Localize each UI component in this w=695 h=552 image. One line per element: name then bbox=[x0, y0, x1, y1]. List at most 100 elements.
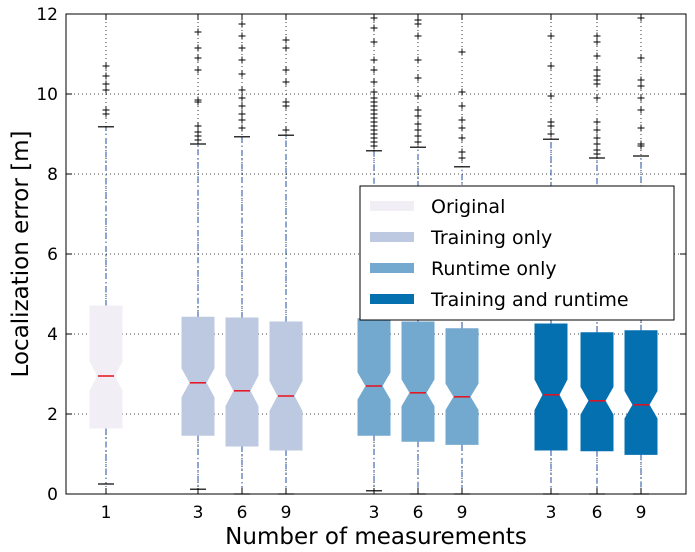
x-axis-label: Number of measurements bbox=[225, 524, 527, 550]
outlier-marker bbox=[414, 132, 422, 140]
outlier-marker bbox=[458, 124, 466, 132]
box bbox=[225, 317, 259, 447]
y-tick-label: 0 bbox=[47, 485, 58, 505]
legend: Original Training only Runtime only Trainin… bbox=[359, 185, 675, 321]
outlier-marker bbox=[414, 112, 422, 120]
outliers bbox=[102, 14, 645, 162]
outlier-marker bbox=[238, 102, 246, 110]
outlier-marker bbox=[458, 88, 466, 96]
y-tick-label: 8 bbox=[47, 165, 58, 185]
outlier-marker bbox=[458, 148, 466, 156]
x-tick-label: 3 bbox=[369, 503, 380, 523]
y-tick-label: 6 bbox=[47, 245, 58, 265]
outlier-marker bbox=[370, 66, 378, 74]
outlier-marker bbox=[238, 20, 246, 28]
outlier-marker bbox=[238, 44, 246, 52]
outlier-marker bbox=[458, 116, 466, 124]
outlier-marker bbox=[637, 82, 645, 90]
outlier-marker bbox=[370, 94, 378, 102]
outlier-marker bbox=[238, 86, 246, 94]
outlier-marker bbox=[547, 118, 555, 126]
x-tick-label: 9 bbox=[636, 503, 647, 523]
outlier-marker bbox=[102, 106, 110, 114]
legend-swatch bbox=[370, 263, 414, 273]
box bbox=[357, 318, 391, 436]
outlier-marker bbox=[194, 44, 202, 52]
outlier-marker bbox=[282, 44, 290, 52]
outlier-marker bbox=[637, 140, 645, 148]
box bbox=[181, 316, 215, 436]
y-tick-label: 2 bbox=[47, 405, 58, 425]
outlier-marker bbox=[102, 72, 110, 80]
outlier-marker bbox=[593, 52, 601, 60]
outlier-marker bbox=[238, 94, 246, 102]
outlier-marker bbox=[238, 110, 246, 118]
outlier-marker bbox=[370, 56, 378, 64]
outlier-marker bbox=[414, 56, 422, 64]
box bbox=[89, 305, 123, 429]
outlier-marker bbox=[370, 88, 378, 96]
outlier-marker bbox=[593, 72, 601, 80]
outlier-marker bbox=[637, 76, 645, 84]
outlier-marker bbox=[637, 94, 645, 102]
legend-swatch bbox=[370, 294, 414, 304]
outlier-marker bbox=[238, 70, 246, 78]
outlier-marker bbox=[458, 154, 466, 162]
outlier-marker bbox=[282, 36, 290, 44]
outlier-marker bbox=[102, 80, 110, 88]
outlier-marker bbox=[593, 146, 601, 154]
outlier-marker bbox=[102, 62, 110, 70]
outlier-marker bbox=[282, 126, 290, 134]
outlier-marker bbox=[370, 78, 378, 86]
outlier-marker bbox=[194, 96, 202, 104]
x-tick-label: 9 bbox=[457, 503, 468, 523]
box bbox=[401, 321, 435, 442]
outlier-marker bbox=[593, 140, 601, 148]
outlier-marker bbox=[547, 130, 555, 138]
outlier-marker bbox=[414, 138, 422, 146]
outlier-marker bbox=[547, 32, 555, 40]
legend-label: Training and runtime bbox=[430, 289, 629, 311]
ticks: 0 2 4 6 8 10 12 1 3 6 9 3 6 9 3 6 9 bbox=[36, 5, 686, 523]
y-tick-label: 10 bbox=[36, 85, 58, 105]
outlier-marker bbox=[238, 32, 246, 40]
outlier-marker bbox=[282, 98, 290, 106]
outlier-marker bbox=[194, 128, 202, 136]
box bbox=[580, 332, 614, 452]
outlier-marker bbox=[414, 120, 422, 128]
outlier-marker bbox=[547, 62, 555, 70]
box bbox=[624, 330, 658, 455]
x-tick-label: 6 bbox=[237, 503, 248, 523]
outlier-marker bbox=[637, 106, 645, 114]
outlier-marker bbox=[458, 48, 466, 56]
legend-label: Training only bbox=[430, 227, 552, 249]
x-tick-label: 9 bbox=[281, 503, 292, 523]
outlier-marker bbox=[637, 124, 645, 132]
outlier-marker bbox=[194, 28, 202, 36]
outlier-marker bbox=[194, 122, 202, 130]
outlier-marker bbox=[238, 56, 246, 64]
outlier-marker bbox=[414, 32, 422, 40]
y-axis-label: Localization error [m] bbox=[8, 131, 34, 378]
y-tick-label: 12 bbox=[36, 5, 58, 25]
outlier-marker bbox=[593, 94, 601, 102]
outlier-marker bbox=[194, 54, 202, 62]
box bbox=[534, 323, 568, 451]
outlier-marker bbox=[102, 86, 110, 94]
outlier-marker bbox=[414, 74, 422, 82]
x-tick-label: 3 bbox=[546, 503, 557, 523]
y-tick-label: 4 bbox=[47, 325, 58, 345]
legend-swatch bbox=[370, 201, 414, 211]
outlier-marker bbox=[593, 66, 601, 74]
legend-label: Original bbox=[431, 196, 505, 218]
outlier-marker bbox=[414, 106, 422, 114]
outlier-marker bbox=[282, 78, 290, 86]
outlier-marker bbox=[370, 24, 378, 32]
x-tick-label: 1 bbox=[101, 503, 112, 523]
outlier-marker bbox=[593, 126, 601, 134]
x-tick-label: 6 bbox=[592, 503, 603, 523]
outlier-marker bbox=[593, 118, 601, 126]
box bbox=[269, 321, 303, 451]
boxes bbox=[89, 305, 658, 455]
